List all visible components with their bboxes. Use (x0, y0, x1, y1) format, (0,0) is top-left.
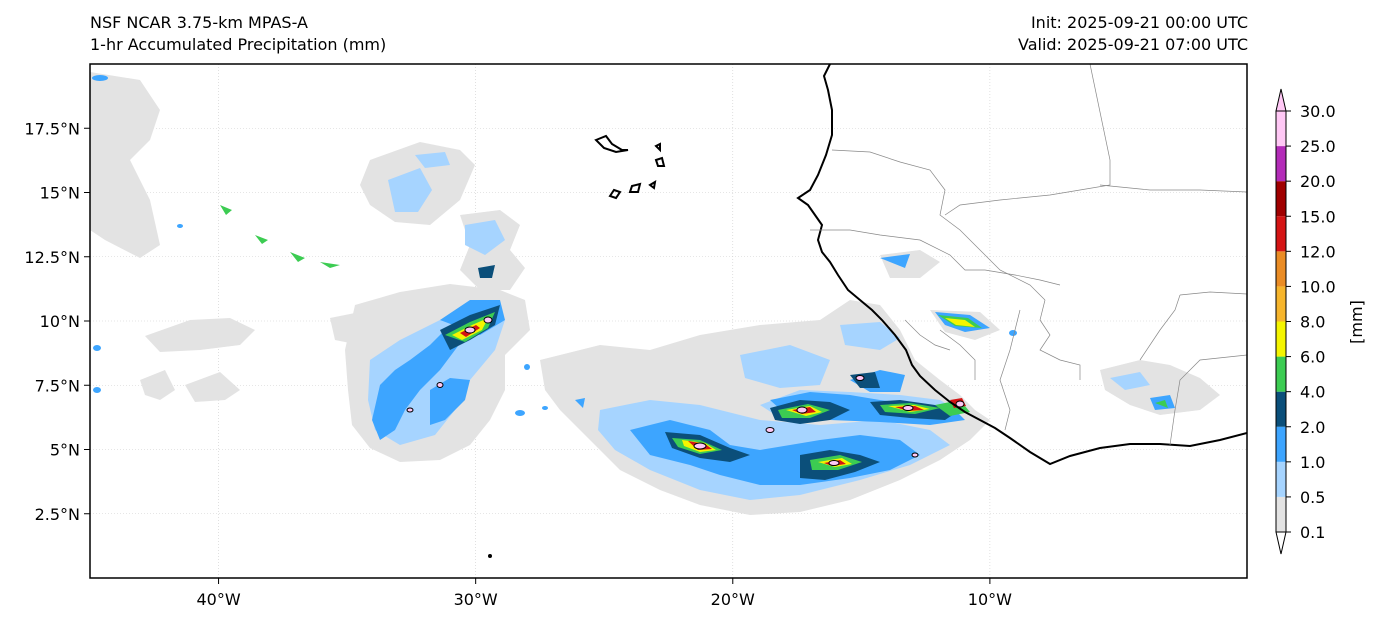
lat-tick-label: 10°N (40, 312, 80, 331)
colorbar-extend-max (1275, 88, 1287, 112)
colorbar-tick-label: 2.0 (1300, 418, 1325, 437)
map-frame (89, 63, 1248, 579)
colorbar-tick-label: 6.0 (1300, 348, 1325, 367)
model-title: NSF NCAR 3.75-km MPAS-A (90, 13, 308, 32)
colorbar-segment (1276, 426, 1286, 462)
colorbar-segment (1276, 146, 1286, 182)
lat-tick-label: 17.5°N (24, 119, 80, 138)
country-borders (810, 64, 1247, 446)
lon-tick-label: 30°W (454, 590, 498, 609)
colorbar-segment (1276, 181, 1286, 217)
valid-time: Valid: 2025-09-21 07:00 UTC (1017, 35, 1248, 54)
init-time: Init: 2025-09-21 00:00 UTC (1030, 13, 1248, 32)
colorbar-tick-label: 12.0 (1300, 242, 1336, 261)
map-title: NSF NCAR 3.75-km MPAS-A 1-hr Accumulated… (90, 12, 386, 56)
colorbar-tick-label: 8.0 (1300, 313, 1325, 332)
colorbar-tick-label: 25.0 (1300, 137, 1336, 156)
colorbar-unit-label: [mm] (1347, 300, 1366, 344)
precip-small-cells (92, 75, 1017, 558)
colorbar-segment (1276, 216, 1286, 252)
colorbar-tick-label: 1.0 (1300, 453, 1325, 472)
colorbar-segment (1276, 286, 1286, 322)
colorbar-extend-min (1275, 531, 1287, 555)
colorbar-segment (1276, 391, 1286, 427)
lat-tick-label: 7.5°N (35, 376, 80, 395)
colorbar-tick-label: 10.0 (1300, 277, 1336, 296)
field-title: 1-hr Accumulated Precipitation (mm) (90, 35, 387, 54)
colorbar-tick-label: 30.0 (1300, 102, 1336, 121)
axis-ticks: 40°W 30°W 20°W 10°W 17.5°N 15°N 12.5°N 10°N 7.5°… (24, 119, 1012, 609)
precip-extreme-areas (406, 316, 965, 466)
colorbar-segment (1276, 496, 1286, 532)
lon-tick-label: 40°W (196, 590, 240, 609)
map-content (90, 64, 1247, 578)
colorbar-tick-label: 15.0 (1300, 207, 1336, 226)
lat-tick-label: 5°N (50, 441, 80, 460)
colorbar: 0.1 0.5 1.0 2.0 4.0 6.0 8.0 10.0 12.0 15.0 20.0 25.… (1275, 88, 1336, 555)
colorbar-tick-label: 0.5 (1300, 488, 1325, 507)
gridlines (90, 64, 1247, 578)
colorbar-segment (1276, 111, 1286, 147)
coastline (594, 64, 1247, 466)
colorbar-segment (1276, 356, 1286, 392)
colorbar-tick-label: 4.0 (1300, 383, 1325, 402)
lon-tick-label: 10°W (968, 590, 1012, 609)
colorbar-tick-label: 0.1 (1300, 523, 1325, 542)
lat-tick-label: 2.5°N (35, 505, 80, 524)
colorbar-tick-label: 20.0 (1300, 172, 1336, 191)
lat-tick-label: 12.5°N (24, 248, 80, 267)
time-info: Init: 2025-09-21 00:00 UTC Valid: 2025-0… (1018, 12, 1248, 56)
colorbar-segment (1276, 321, 1286, 357)
lat-tick-label: 15°N (40, 184, 80, 203)
colorbar-segment (1276, 251, 1286, 287)
lon-tick-label: 20°W (711, 590, 755, 609)
colorbar-segment (1276, 461, 1286, 497)
